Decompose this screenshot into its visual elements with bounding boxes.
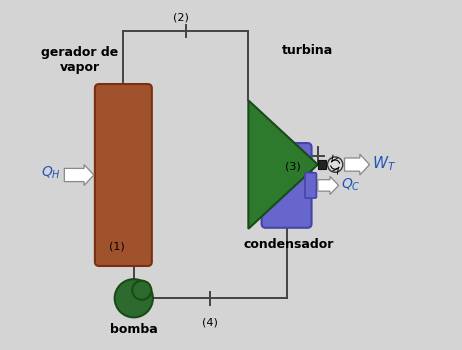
Text: bomba: bomba	[110, 323, 158, 336]
Text: turbina: turbina	[282, 43, 333, 56]
Text: gerador de
vapor: gerador de vapor	[41, 47, 119, 75]
FancyArrow shape	[345, 154, 370, 175]
Text: $W_T$: $W_T$	[372, 154, 396, 173]
Text: (1): (1)	[109, 241, 125, 251]
Circle shape	[132, 281, 152, 300]
Text: $Q_C$: $Q_C$	[341, 176, 361, 193]
Text: (4): (4)	[202, 317, 218, 327]
Circle shape	[328, 157, 343, 172]
Bar	[318, 160, 327, 169]
FancyBboxPatch shape	[95, 84, 152, 266]
Text: $Q_H$: $Q_H$	[41, 165, 61, 181]
FancyArrow shape	[64, 164, 94, 186]
FancyArrow shape	[318, 176, 339, 195]
FancyBboxPatch shape	[305, 173, 316, 198]
Circle shape	[115, 279, 153, 317]
Text: (3): (3)	[285, 161, 301, 171]
FancyBboxPatch shape	[261, 143, 311, 228]
Text: condensador: condensador	[243, 238, 334, 251]
Polygon shape	[249, 100, 318, 229]
Text: (2): (2)	[173, 12, 188, 22]
